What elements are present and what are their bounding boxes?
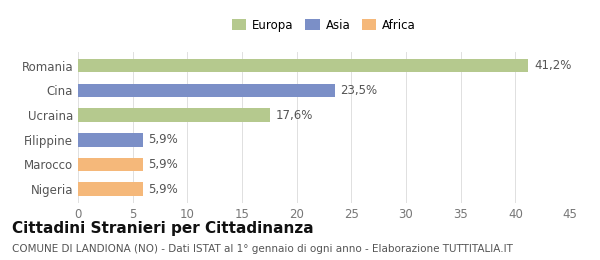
Bar xyxy=(78,59,529,73)
Text: 5,9%: 5,9% xyxy=(148,158,178,171)
Text: 23,5%: 23,5% xyxy=(340,84,377,97)
Bar xyxy=(78,182,143,196)
Text: 17,6%: 17,6% xyxy=(276,108,313,121)
Text: COMUNE DI LANDIONA (NO) - Dati ISTAT al 1° gennaio di ogni anno - Elaborazione T: COMUNE DI LANDIONA (NO) - Dati ISTAT al … xyxy=(12,244,513,254)
Text: 5,9%: 5,9% xyxy=(148,133,178,146)
Text: 5,9%: 5,9% xyxy=(148,183,178,196)
Bar xyxy=(78,108,271,122)
Bar xyxy=(78,83,335,97)
Text: 41,2%: 41,2% xyxy=(534,59,571,72)
Bar xyxy=(78,158,143,171)
Bar xyxy=(78,133,143,147)
Text: Cittadini Stranieri per Cittadinanza: Cittadini Stranieri per Cittadinanza xyxy=(12,221,314,236)
Legend: Europa, Asia, Africa: Europa, Asia, Africa xyxy=(230,16,418,34)
